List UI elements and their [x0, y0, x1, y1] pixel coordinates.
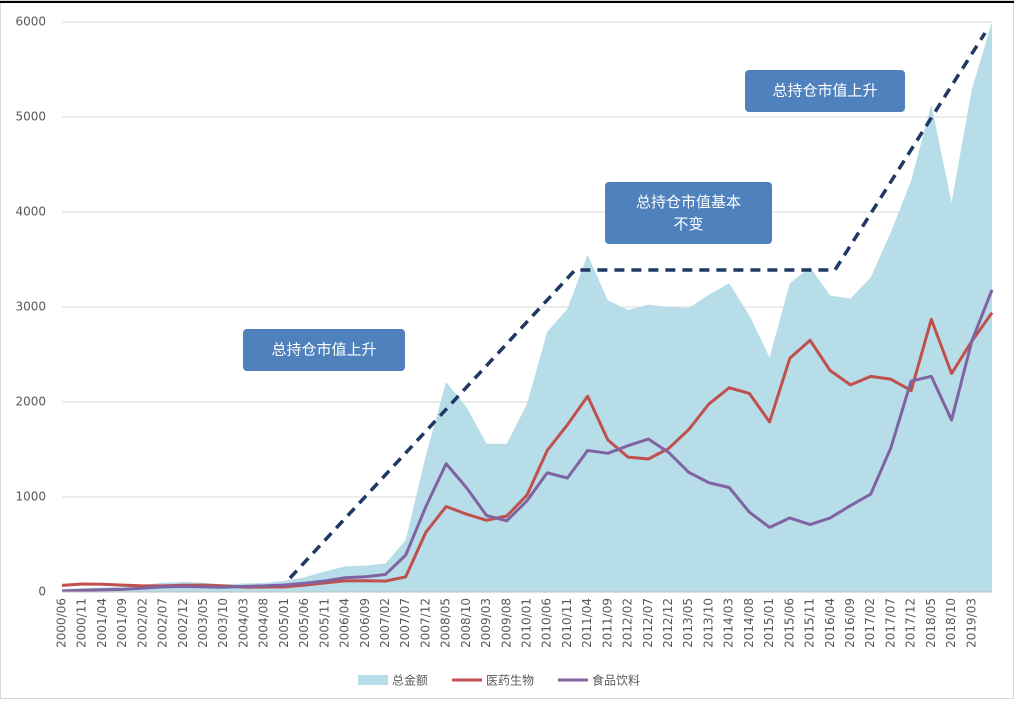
x-tick-label: 2011/09: [600, 598, 614, 648]
x-tick-label: 2012/07: [641, 598, 655, 648]
x-tick-label: 2016/09: [843, 598, 857, 648]
y-tick-label: 4000: [15, 205, 46, 219]
x-tick-label: 2007/07: [398, 598, 412, 648]
x-tick-label: 2004/08: [257, 598, 271, 648]
x-tick-label: 2015/11: [803, 598, 817, 648]
y-tick-label: 5000: [15, 110, 46, 124]
x-tick-label: 2010/11: [560, 598, 574, 648]
y-tick-label: 3000: [15, 300, 46, 314]
annotation-line: 不变: [673, 215, 703, 233]
x-tick-label: 2005/11: [317, 598, 331, 648]
x-tick-label: 2009/03: [479, 598, 493, 648]
annotation: 总持仓市值上升: [772, 82, 877, 100]
area: [62, 22, 992, 592]
legend-label: 食品饮料: [592, 673, 640, 688]
x-tick-label: 2019/03: [964, 598, 978, 648]
annotation-box: [243, 329, 405, 371]
y-tick-label: 6000: [15, 15, 46, 29]
x-tick-label: 2010/06: [540, 598, 554, 648]
x-tick-label: 2000/06: [55, 598, 69, 648]
x-tick-label: 2007/12: [418, 598, 432, 648]
x-tick-label: 2018/10: [944, 598, 958, 648]
y-tick-label: 1000: [15, 490, 46, 504]
y-tick-label: 0: [38, 585, 46, 599]
annotation: 总持仓市值基本不变: [636, 193, 741, 233]
x-tick-label: 2015/01: [762, 598, 776, 648]
legend-label: 总金额: [392, 673, 428, 688]
x-tick-label: 2005/06: [297, 598, 311, 648]
x-tick-label: 2012/12: [661, 598, 675, 648]
y-tick-label: 2000: [15, 395, 46, 409]
x-tick-label: 2003/05: [196, 598, 210, 648]
x-tick-label: 2005/01: [277, 598, 291, 648]
x-tick-label: 2001/09: [115, 598, 129, 648]
trend-line: [288, 32, 987, 580]
x-tick-label: 2007/02: [378, 598, 392, 648]
x-tick-label: 2012/02: [621, 598, 635, 648]
x-tick-label: 2017/07: [883, 598, 897, 648]
x-tick-label: 2003/10: [216, 598, 230, 648]
x-tick-label: 2008/05: [439, 598, 453, 648]
x-tick-label: 2008/10: [459, 598, 473, 648]
annotation-box: [745, 70, 905, 112]
annotation: 总持仓市值上升: [271, 341, 376, 359]
x-tick-label: 2013/05: [681, 598, 695, 648]
x-tick-label: 2000/11: [75, 598, 89, 648]
x-tick-label: 2006/09: [358, 598, 372, 648]
annotation-box: [605, 182, 772, 244]
x-tick-label: 2002/07: [156, 598, 170, 648]
x-tick-label: 2018/05: [924, 598, 938, 648]
x-tick-label: 2006/04: [338, 598, 352, 648]
x-tick-label: 2016/04: [823, 598, 837, 648]
x-tick-label: 2009/08: [499, 598, 513, 648]
x-tick-label: 2014/08: [742, 598, 756, 648]
x-tick-label: 2014/03: [722, 598, 736, 648]
x-tick-label: 2011/04: [580, 598, 594, 648]
x-tick-label: 2002/12: [176, 598, 190, 648]
x-tick-label: 2010/01: [520, 598, 534, 648]
x-tick-label: 2017/02: [863, 598, 877, 648]
x-tick-label: 2015/06: [782, 598, 796, 648]
line: [61, 289, 994, 593]
x-tick-label: 2013/10: [701, 598, 715, 648]
x-tick-label: 2001/04: [95, 598, 109, 648]
x-tick-label: 2004/03: [236, 598, 250, 648]
legend-swatch: [358, 675, 388, 685]
x-tick-label: 2002/02: [135, 598, 149, 648]
x-tick-label: 2017/12: [904, 598, 918, 648]
annotation-line: 总持仓市值基本: [636, 193, 741, 211]
legend-label: 医药生物: [486, 674, 534, 688]
